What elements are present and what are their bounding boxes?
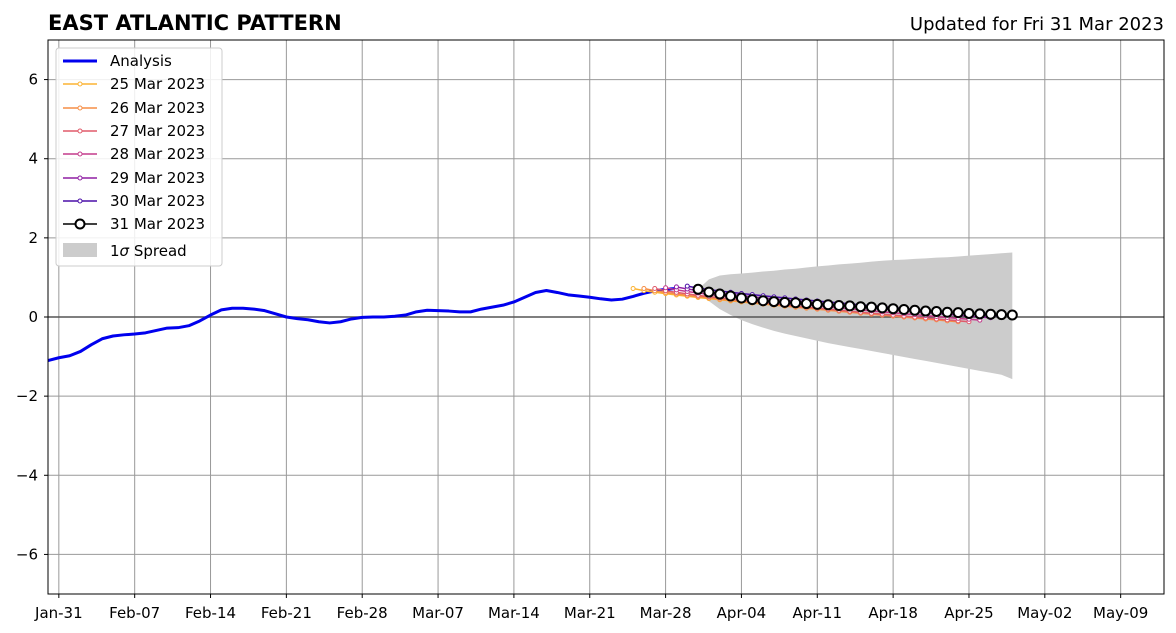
- x-tick-label: Mar-21: [564, 604, 616, 622]
- legend-marker-27mar: [77, 128, 83, 134]
- latest-forecast-point: [757, 295, 769, 307]
- latest-forecast-point: [800, 298, 812, 310]
- latest-forecast-point: [898, 303, 910, 315]
- y-tick-label: −6: [16, 545, 38, 563]
- analysis-layer: [47, 287, 677, 362]
- forecast-point: [641, 286, 647, 292]
- latest-forecast-point: [952, 307, 964, 319]
- x-tick-label: Feb-14: [185, 604, 236, 622]
- legend-label-analysis: Analysis: [110, 52, 172, 70]
- chart-title: EAST ATLANTIC PATTERN: [48, 11, 342, 35]
- legend-marker-25mar: [77, 81, 83, 87]
- latest-forecast-point: [855, 301, 867, 313]
- forecast-point: [663, 285, 669, 291]
- forecast-layer: [630, 283, 1018, 325]
- plot-area: [47, 39, 1165, 595]
- latest-forecast-point: [909, 304, 921, 316]
- legend: Analysis 25 Mar 2023 26 Mar 2023 27 Mar …: [55, 47, 223, 267]
- forecast-point: [684, 283, 690, 289]
- legend-label-spread: 1σ Spread: [110, 242, 187, 260]
- y-axis: −6 −4 −2 0 2 4 6: [16, 71, 48, 563]
- legend-marker-26mar: [77, 105, 83, 111]
- y-tick-label: 6: [28, 71, 38, 89]
- latest-forecast-point: [822, 299, 834, 311]
- x-tick-label: Apr-04: [717, 604, 767, 622]
- legend-label-30mar: 30 Mar 2023: [110, 192, 205, 210]
- latest-forecast-point: [1006, 309, 1018, 321]
- legend-label-28mar: 28 Mar 2023: [110, 145, 205, 163]
- x-tick-label: May-02: [1017, 604, 1072, 622]
- legend-marker-28mar: [77, 151, 83, 157]
- legend-label-spread-sigma: σ: [120, 242, 130, 260]
- x-tick-label: Feb-07: [109, 604, 160, 622]
- legend-swatch-spread: [63, 243, 97, 257]
- latest-forecast-point: [930, 305, 942, 317]
- legend-label-27mar: 27 Mar 2023: [110, 122, 205, 140]
- x-tick-label: Apr-25: [944, 604, 994, 622]
- latest-forecast-point: [768, 296, 780, 308]
- x-tick-label: Jan-31: [34, 604, 83, 622]
- legend-marker-29mar: [77, 175, 83, 181]
- latest-forecast-point: [963, 307, 975, 319]
- legend-label-spread-prefix: 1: [110, 242, 120, 260]
- latest-forecast-point: [985, 308, 997, 320]
- forecast-point: [630, 286, 636, 292]
- x-tick-label: Mar-07: [412, 604, 464, 622]
- latest-forecast-point: [887, 303, 899, 315]
- latest-forecast-point: [941, 306, 953, 318]
- latest-forecast-point: [974, 308, 986, 320]
- legend-marker-30mar: [77, 198, 83, 204]
- x-tick-label: Mar-28: [640, 604, 692, 622]
- x-tick-label: Apr-11: [793, 604, 843, 622]
- latest-forecast-point: [714, 288, 726, 300]
- x-tick-label: May-09: [1093, 604, 1148, 622]
- y-tick-label: −2: [16, 387, 38, 405]
- analysis-line: [47, 287, 677, 362]
- forecast-point: [673, 284, 679, 290]
- x-axis: Jan-31 Feb-07 Feb-14 Feb-21 Feb-28 Mar-07 Mar-…: [34, 594, 1148, 622]
- forecast-point: [652, 286, 658, 292]
- x-tick-label: Mar-14: [488, 604, 540, 622]
- legend-label-25mar: 25 Mar 2023: [110, 75, 205, 93]
- latest-forecast-point: [735, 292, 747, 304]
- spread-layer: [698, 252, 1013, 380]
- latest-forecast-point: [790, 297, 802, 309]
- latest-forecast-point: [844, 300, 856, 312]
- latest-forecast-point: [779, 296, 791, 308]
- x-tick-label: Feb-21: [261, 604, 312, 622]
- x-tick-label: Feb-28: [337, 604, 388, 622]
- latest-forecast-point: [920, 305, 932, 317]
- legend-label-spread-suffix: Spread: [129, 242, 187, 260]
- x-tick-label: Apr-18: [868, 604, 918, 622]
- chart-subtitle: Updated for Fri 31 Mar 2023: [910, 14, 1164, 35]
- latest-forecast-point: [876, 302, 888, 314]
- latest-forecast-point: [865, 301, 877, 313]
- latest-forecast-point: [703, 286, 715, 298]
- latest-forecast-point: [692, 283, 704, 295]
- latest-forecast-point: [746, 294, 758, 306]
- legend-marker-31mar: [74, 218, 86, 230]
- y-tick-label: −4: [16, 466, 38, 484]
- latest-forecast-series: [692, 283, 1018, 321]
- latest-forecast-point: [811, 298, 823, 310]
- y-tick-label: 2: [28, 229, 38, 247]
- legend-label-31mar: 31 Mar 2023: [110, 215, 205, 233]
- latest-forecast-point: [725, 290, 737, 302]
- latest-forecast-point: [833, 300, 845, 312]
- y-tick-label: 4: [28, 150, 38, 168]
- legend-label-26mar: 26 Mar 2023: [110, 99, 205, 117]
- spread-band: [698, 252, 1013, 380]
- y-tick-label: 0: [28, 308, 38, 326]
- legend-box: [55, 47, 223, 267]
- latest-forecast-point: [995, 309, 1007, 321]
- legend-label-29mar: 29 Mar 2023: [110, 169, 205, 187]
